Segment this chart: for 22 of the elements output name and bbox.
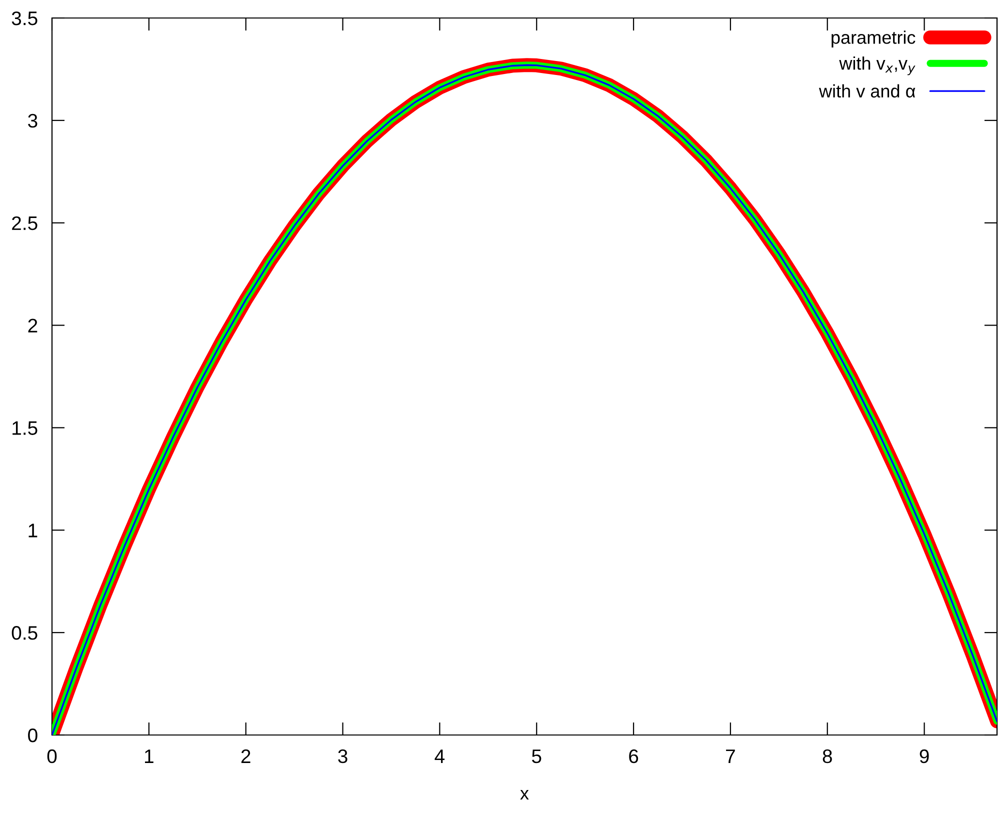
legend-label: with v and α bbox=[818, 84, 916, 98]
x-tick-label: 5 bbox=[532, 750, 542, 764]
x-axis-title: x bbox=[520, 790, 529, 800]
x-tick-label: 0 bbox=[47, 749, 57, 764]
y-tick-label: 0.5 bbox=[12, 626, 38, 640]
y-tick-label: 0 bbox=[28, 728, 38, 742]
legend-label: parametric bbox=[832, 30, 916, 48]
y-tick-label: 2.5 bbox=[12, 216, 38, 230]
x-tick-label: 4 bbox=[434, 750, 445, 763]
x-tick-label: 7 bbox=[726, 750, 735, 763]
y-tick-label: 2 bbox=[28, 318, 38, 332]
y-tick-label: 3 bbox=[28, 114, 38, 128]
x-tick-label: 3 bbox=[338, 749, 348, 764]
x-tick-label: 2 bbox=[241, 749, 250, 763]
y-tick-label: 1 bbox=[28, 524, 38, 538]
legend-label: with v$_{x}$,v$_{y}$ bbox=[839, 56, 916, 76]
x-tick-label: 9 bbox=[920, 749, 929, 764]
x-tick-label: 1 bbox=[145, 750, 154, 763]
y-tick-label: 3.5 bbox=[12, 11, 38, 26]
x-tick-label: 6 bbox=[629, 749, 638, 764]
y-tick-label: 1.5 bbox=[12, 421, 38, 435]
x-tick-label: 8 bbox=[822, 749, 832, 764]
